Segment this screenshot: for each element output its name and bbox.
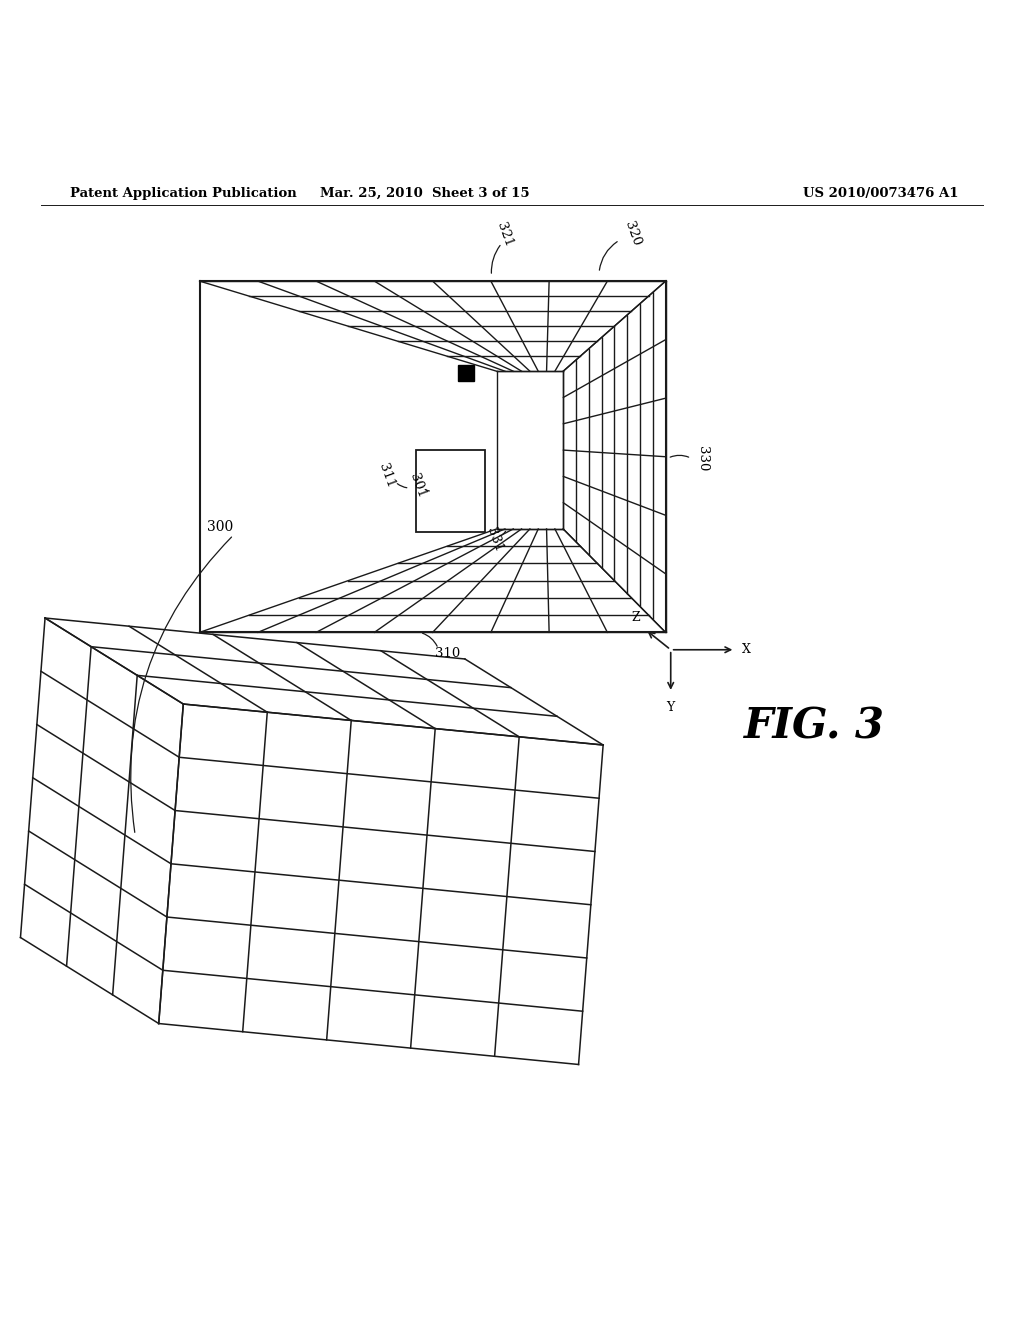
Text: 320: 320 [623,220,643,248]
Text: 310: 310 [435,647,460,660]
Polygon shape [458,366,474,381]
Text: 311: 311 [377,462,397,490]
Text: Z: Z [632,611,640,624]
Text: X: X [742,643,752,656]
Text: Patent Application Publication: Patent Application Publication [70,186,296,199]
Text: 330: 330 [696,446,710,471]
Text: 331: 331 [484,527,505,554]
Text: Y: Y [667,701,675,714]
Text: Mar. 25, 2010  Sheet 3 of 15: Mar. 25, 2010 Sheet 3 of 15 [321,186,529,199]
Text: 321: 321 [495,220,515,249]
Text: 301: 301 [408,471,428,500]
Text: 300: 300 [207,520,233,533]
Text: US 2010/0073476 A1: US 2010/0073476 A1 [803,186,958,199]
FancyBboxPatch shape [416,450,485,532]
Text: FIG. 3: FIG. 3 [743,706,885,747]
